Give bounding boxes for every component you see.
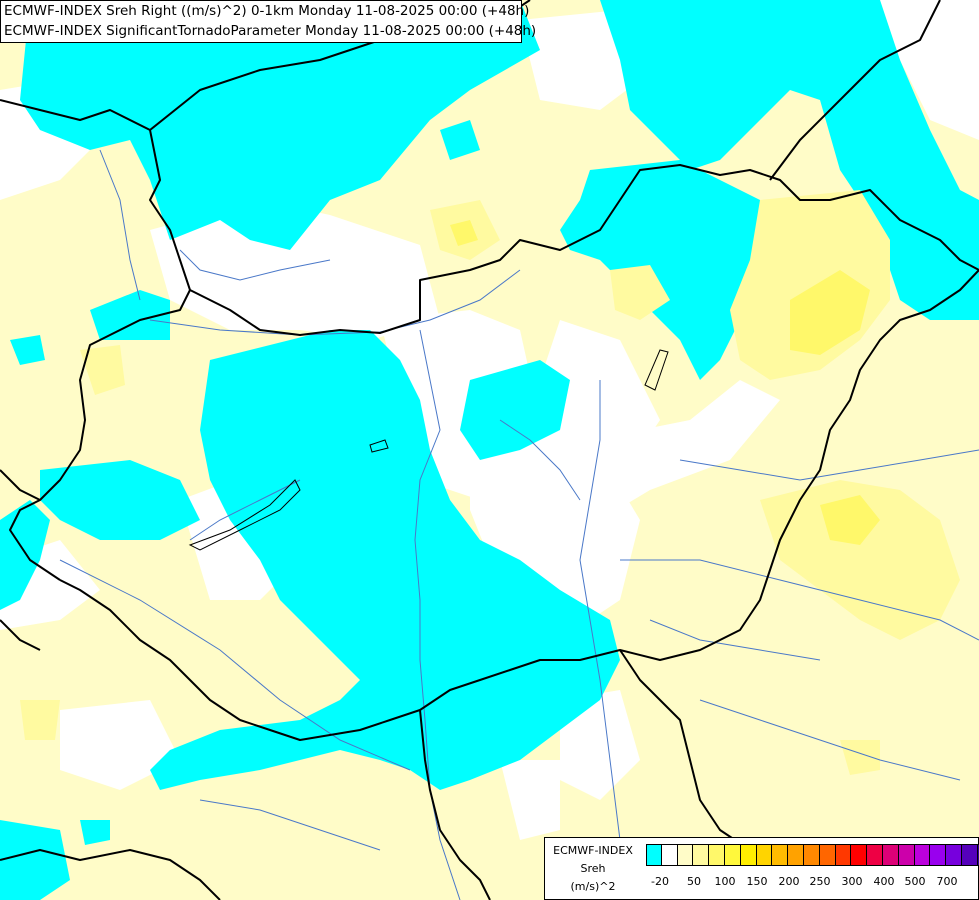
legend-tick-label: 300 — [841, 875, 863, 888]
legend-swatch — [772, 844, 789, 866]
legend-swatches — [646, 844, 979, 866]
legend-swatch — [803, 844, 820, 866]
legend-variable: Sreh — [580, 862, 606, 875]
moderate-srh-zones — [20, 190, 960, 775]
legend-swatch — [677, 844, 694, 866]
legend-swatch — [898, 844, 915, 866]
rivers — [59, 149, 979, 900]
legend-swatch — [914, 844, 931, 866]
legend-swatch — [756, 844, 773, 866]
legend-source: ECMWF-INDEX — [553, 844, 633, 857]
legend-tick-label: 700 — [936, 875, 958, 888]
legend-swatch — [646, 844, 662, 866]
legend-tick-label: 100 — [714, 875, 736, 888]
legend-ticks: -20 50 100 150 200 250 300 400 500 700 — [646, 875, 976, 889]
legend-swatch — [961, 844, 978, 866]
legend-tick-label: 500 — [904, 875, 926, 888]
legend-swatch — [740, 844, 757, 866]
map-title-line-2: ECMWF-INDEX SignificantTornadoParameter … — [4, 23, 537, 39]
color-legend: ECMWF-INDEX Sreh (m/s)^2 -20 50 100 150 200 2… — [544, 837, 979, 900]
legend-tick-label: 50 — [687, 875, 701, 888]
legend-tick-label: 200 — [778, 875, 800, 888]
lakes — [188, 349, 669, 551]
legend-swatch — [788, 844, 804, 866]
legend-tick-label: 250 — [809, 875, 831, 888]
legend-swatch — [709, 844, 725, 866]
legend-swatch — [977, 844, 979, 866]
legend-swatch — [930, 844, 947, 866]
legend-tick-label: -20 — [651, 875, 669, 888]
legend-swatch — [819, 844, 836, 866]
legend-swatch — [693, 844, 710, 866]
legend-swatch — [835, 844, 852, 866]
legend-swatch — [724, 844, 741, 866]
legend-unit: (m/s)^2 — [570, 880, 616, 893]
high-srh-zones — [450, 220, 880, 545]
legend-swatch — [946, 844, 962, 866]
legend-tick-label: 150 — [746, 875, 768, 888]
map-title-box: ECMWF-INDEX Sreh Right ((m/s)^2) 0-1km M… — [0, 0, 537, 43]
legend-swatch — [882, 844, 899, 866]
legend-swatch — [867, 844, 883, 866]
legend-swatch — [661, 844, 678, 866]
legend-swatch — [851, 844, 868, 866]
map-title-line-1: ECMWF-INDEX Sreh Right ((m/s)^2) 0-1km M… — [4, 3, 530, 19]
legend-tick-label: 400 — [873, 875, 895, 888]
